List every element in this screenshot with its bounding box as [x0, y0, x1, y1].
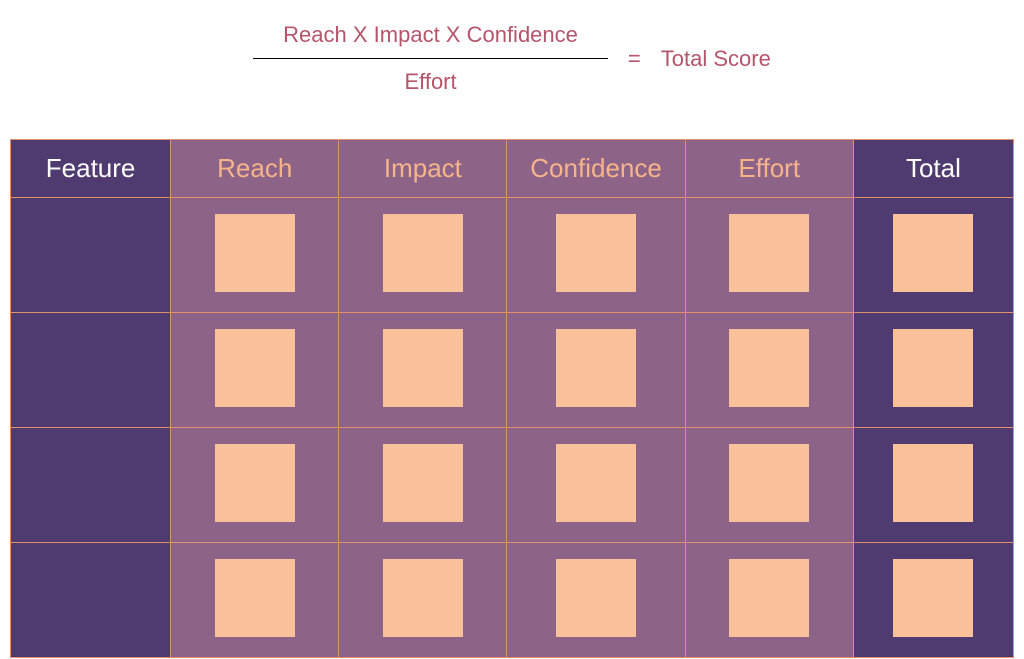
formula-numerator: Reach X Impact X Confidence — [253, 18, 608, 58]
cell-feature — [11, 428, 171, 543]
cell-feature — [11, 543, 171, 658]
table-header-row: Feature Reach Impact Confidence Effort T… — [11, 140, 1014, 198]
impact-input-box[interactable] — [383, 329, 463, 407]
confidence-input-box[interactable] — [556, 444, 636, 522]
table-row — [11, 198, 1014, 313]
cell-impact — [339, 313, 507, 428]
impact-input-box[interactable] — [383, 444, 463, 522]
reach-input-box[interactable] — [215, 444, 295, 522]
cell-reach — [171, 543, 339, 658]
effort-input-box[interactable] — [729, 329, 809, 407]
impact-input-box[interactable] — [383, 559, 463, 637]
confidence-input-box[interactable] — [556, 214, 636, 292]
formula-result: Total Score — [661, 46, 771, 72]
effort-input-box[interactable] — [729, 444, 809, 522]
effort-input-box[interactable] — [729, 214, 809, 292]
formula-denominator: Effort — [253, 59, 608, 99]
header-reach: Reach — [171, 140, 339, 198]
table-row — [11, 313, 1014, 428]
effort-input-box[interactable] — [729, 559, 809, 637]
confidence-input-box[interactable] — [556, 329, 636, 407]
cell-feature — [11, 198, 171, 313]
table-row — [11, 428, 1014, 543]
formula-fraction: Reach X Impact X Confidence Effort — [253, 18, 608, 99]
cell-reach — [171, 428, 339, 543]
header-confidence: Confidence — [507, 140, 685, 198]
cell-effort — [685, 428, 853, 543]
cell-reach — [171, 313, 339, 428]
cell-effort — [685, 313, 853, 428]
equals-sign: = — [628, 46, 641, 72]
rice-formula: Reach X Impact X Confidence Effort = Tot… — [10, 18, 1014, 99]
header-effort: Effort — [685, 140, 853, 198]
total-input-box[interactable] — [893, 559, 973, 637]
reach-input-box[interactable] — [215, 329, 295, 407]
cell-effort — [685, 198, 853, 313]
cell-confidence — [507, 198, 685, 313]
cell-impact — [339, 428, 507, 543]
cell-confidence — [507, 428, 685, 543]
cell-total — [853, 428, 1013, 543]
cell-reach — [171, 198, 339, 313]
cell-impact — [339, 198, 507, 313]
table-row — [11, 543, 1014, 658]
reach-input-box[interactable] — [215, 214, 295, 292]
header-total: Total — [853, 140, 1013, 198]
confidence-input-box[interactable] — [556, 559, 636, 637]
total-input-box[interactable] — [893, 214, 973, 292]
cell-confidence — [507, 313, 685, 428]
cell-feature — [11, 313, 171, 428]
header-feature: Feature — [11, 140, 171, 198]
cell-effort — [685, 543, 853, 658]
reach-input-box[interactable] — [215, 559, 295, 637]
cell-impact — [339, 543, 507, 658]
total-input-box[interactable] — [893, 329, 973, 407]
header-impact: Impact — [339, 140, 507, 198]
cell-confidence — [507, 543, 685, 658]
cell-total — [853, 313, 1013, 428]
rice-table: Feature Reach Impact Confidence Effort T… — [10, 139, 1014, 658]
impact-input-box[interactable] — [383, 214, 463, 292]
cell-total — [853, 543, 1013, 658]
total-input-box[interactable] — [893, 444, 973, 522]
cell-total — [853, 198, 1013, 313]
